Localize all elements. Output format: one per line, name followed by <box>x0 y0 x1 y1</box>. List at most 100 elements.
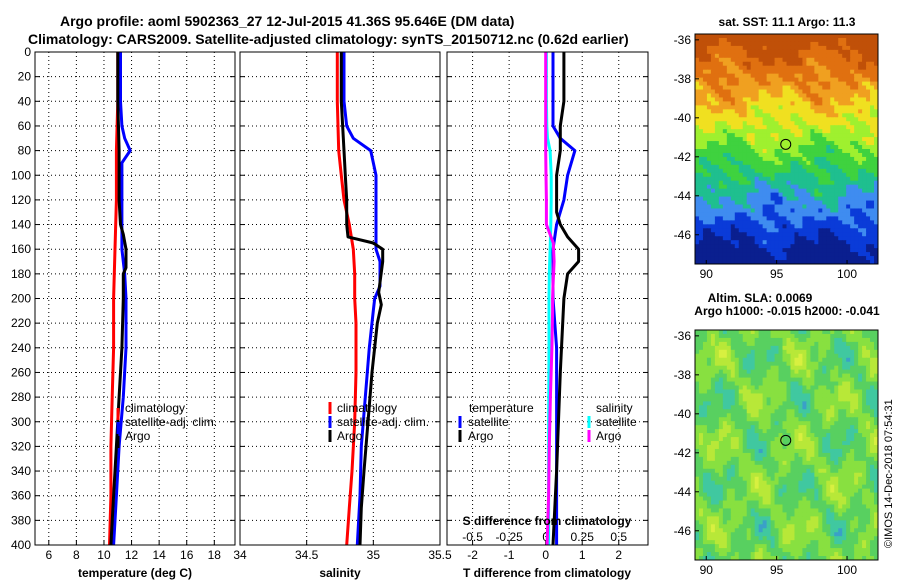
map-cell <box>814 480 819 486</box>
map-cell <box>770 125 776 130</box>
map-cell <box>814 149 819 154</box>
map-cell <box>870 212 875 218</box>
map-cell <box>814 224 819 229</box>
map-cell <box>750 204 756 210</box>
map-cell <box>870 34 875 39</box>
map-cell <box>794 248 800 253</box>
map-cell <box>738 389 744 395</box>
map-cell <box>858 417 863 422</box>
map-cell <box>762 149 768 154</box>
map-cell <box>742 81 748 87</box>
map-cell <box>702 464 708 470</box>
map-cell <box>814 333 819 339</box>
map-cell <box>714 330 720 335</box>
map-cell <box>782 141 788 146</box>
difference-panel: -2 -1 0 1 2-0.5 -0.25 0 0.25 0.5 temperature sat… <box>446 51 649 580</box>
map-cell <box>770 397 776 402</box>
map-cell <box>858 256 863 261</box>
map-cell <box>802 492 807 498</box>
map-cell <box>778 37 784 43</box>
sst-map-title: sat. SST: 11.1 Argo: 11.3 <box>719 15 856 29</box>
map-cell <box>750 357 756 363</box>
map-cell <box>742 141 748 146</box>
map-cell <box>794 441 800 446</box>
map-cell <box>695 361 700 367</box>
map-cell <box>738 433 744 438</box>
map-cell <box>830 357 835 363</box>
map-cell <box>802 397 807 402</box>
map-cell <box>806 117 811 122</box>
map-cell <box>862 61 867 67</box>
map-cell <box>838 369 843 375</box>
map-cell <box>702 401 708 406</box>
map-cell <box>702 61 708 67</box>
map-cell <box>862 129 867 134</box>
map-cell <box>778 45 784 51</box>
map-cell <box>786 216 792 221</box>
map-cell <box>794 373 800 379</box>
map-cell <box>850 176 855 182</box>
map-cell <box>814 41 819 47</box>
map-cell <box>742 445 748 450</box>
map-cell <box>874 168 878 174</box>
map-cell <box>786 429 792 434</box>
map-cell <box>822 69 827 75</box>
map-cell <box>754 405 760 410</box>
map-cell <box>806 176 811 182</box>
map-cell <box>830 409 835 414</box>
map-cell <box>818 472 823 478</box>
map-cell <box>810 337 815 343</box>
map-cell <box>758 393 764 399</box>
map-cell <box>874 445 878 450</box>
map-cell <box>742 260 748 264</box>
map-cell <box>702 109 708 114</box>
map-cell <box>718 460 724 466</box>
map-cell <box>866 133 871 138</box>
map-cell <box>746 468 752 474</box>
map-cell <box>846 456 851 462</box>
map-cell <box>738 252 744 257</box>
map-cell <box>734 381 740 387</box>
map-cell <box>738 441 744 446</box>
map-cell <box>846 476 851 482</box>
map-cell <box>746 472 752 478</box>
map-cell <box>758 236 764 241</box>
map-cell <box>834 381 839 387</box>
map-cell <box>702 492 708 498</box>
map-cell <box>794 37 800 43</box>
map-cell <box>706 337 712 343</box>
map-cell <box>762 145 768 150</box>
map-cell <box>738 260 744 264</box>
map-cell <box>786 93 792 99</box>
map-cell <box>842 429 847 434</box>
map-cell <box>746 244 752 249</box>
map-cell <box>874 133 878 138</box>
map-cell <box>754 204 760 210</box>
map-cell <box>750 160 756 166</box>
map-cell <box>706 480 712 486</box>
map-cell <box>826 373 831 379</box>
map-cell <box>858 361 863 367</box>
map-cell <box>742 109 748 114</box>
map-cell <box>706 172 712 178</box>
map-cell <box>826 389 831 395</box>
map-cell <box>766 496 772 502</box>
map-cell <box>698 464 704 470</box>
map-cell <box>854 480 859 486</box>
map-cell <box>778 49 784 55</box>
map-cell <box>810 381 815 387</box>
map-cell <box>822 224 827 229</box>
map-cell <box>826 121 831 126</box>
y-tick-label: 160 <box>11 242 31 256</box>
map-cell <box>782 488 788 494</box>
map-cell <box>730 413 736 418</box>
map-cell <box>782 460 788 466</box>
map-cell <box>782 109 788 114</box>
map-cell <box>866 125 871 130</box>
map-cell <box>874 228 878 233</box>
map-cell <box>714 61 720 67</box>
map-cell <box>766 330 772 335</box>
map-cell <box>866 401 871 406</box>
map-cell <box>718 437 724 442</box>
map-cell <box>718 341 724 347</box>
